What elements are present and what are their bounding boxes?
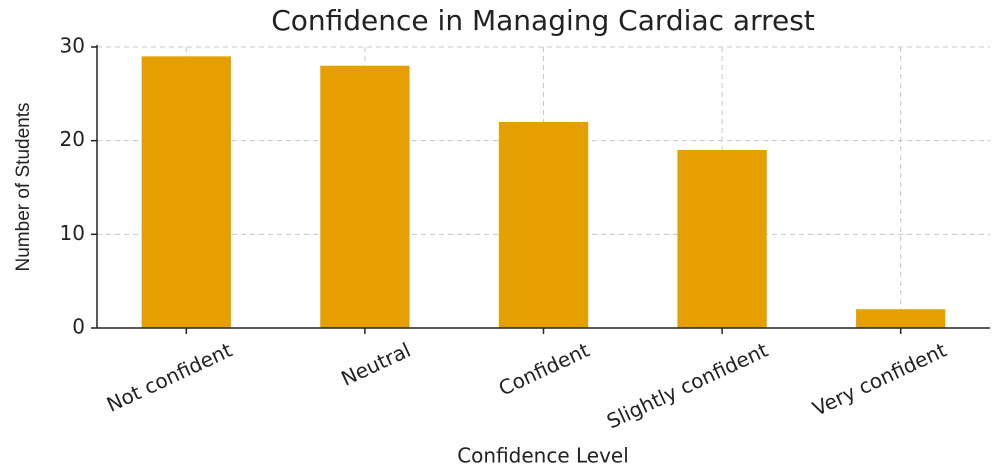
bar — [856, 309, 946, 328]
bar — [320, 65, 410, 328]
y-axis-label: Number of Students — [13, 103, 34, 272]
y-tick-label: 20 — [60, 127, 85, 151]
x-axis-label: Confidence Level — [457, 444, 629, 468]
x-tick-label: Slightly confident — [603, 338, 772, 434]
y-tick-label: 30 — [60, 34, 85, 58]
bar — [677, 150, 767, 328]
y-tick-label: 0 — [72, 315, 85, 339]
y-tick-label: 10 — [60, 221, 85, 245]
chart-title: Confidence in Managing Cardiac arrest — [271, 4, 815, 37]
x-tick-label: Confident — [495, 338, 593, 401]
x-tick-label: Neutral — [337, 338, 414, 391]
bar — [141, 56, 231, 328]
bar — [498, 121, 589, 328]
x-tick-label: Not confident — [103, 338, 236, 417]
x-tick-label: Very confident — [809, 338, 951, 421]
